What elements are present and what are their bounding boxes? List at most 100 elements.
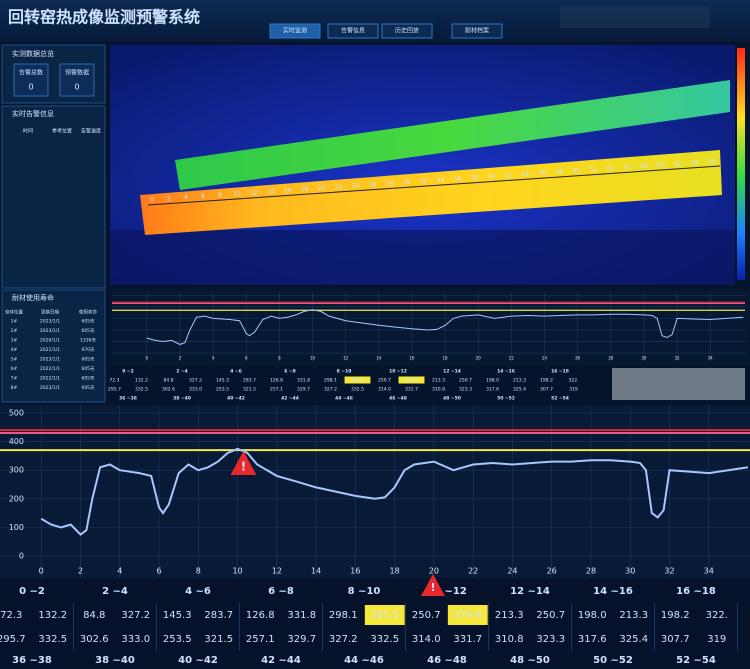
ruler-label: 48	[555, 169, 563, 176]
nav-tab-label[interactable]: 告警信息	[341, 27, 365, 35]
ruler	[147, 165, 721, 206]
table-cell: 198.0	[578, 610, 607, 621]
table-cell: 329.7	[297, 387, 310, 393]
ruler-label: 12	[250, 190, 258, 197]
y-tick-label: 500	[9, 409, 24, 418]
table-cell: 331.8	[287, 610, 316, 621]
lifetime-panel	[1, 289, 106, 403]
column-header: 参考位置	[52, 128, 72, 135]
table-footer: 48 ~50	[510, 655, 550, 666]
table-header: 14 ~16	[497, 369, 515, 375]
x-tick-label: 18	[443, 355, 449, 360]
table-footer: 38 ~40	[95, 655, 135, 666]
table-header: 0 ~2	[122, 369, 134, 375]
nav-tab-label[interactable]: 历史回放	[395, 27, 419, 35]
table-header: 8 ~10	[337, 369, 352, 375]
stat-value: 0	[74, 83, 79, 92]
table-header: 12 ~14	[443, 369, 461, 375]
table-cell: 6#	[11, 366, 18, 372]
panel-title: 耐材使用寿命	[12, 293, 54, 302]
table-cell: 2#	[11, 328, 18, 334]
table-cell: 605天	[81, 376, 95, 382]
table-footer: 40 ~42	[178, 655, 218, 666]
ruler-label: 56	[623, 164, 631, 171]
table-cell: 307.7	[661, 634, 690, 645]
table-footer: 50 ~52	[593, 655, 633, 666]
ruler-label: 42	[505, 172, 513, 179]
x-tick-label: 10	[232, 566, 242, 575]
x-tick-label: 12	[272, 566, 282, 575]
table-cell: 314.0	[412, 634, 441, 645]
x-tick-label: 26	[575, 355, 581, 360]
table-cell: 295.7	[108, 387, 121, 393]
table-cell: 257.1	[246, 634, 275, 645]
ruler-label: 30	[403, 179, 411, 186]
x-tick-label: 24	[507, 566, 517, 575]
column-header: 时间	[23, 128, 33, 135]
table-cell: 317.6	[578, 634, 607, 645]
x-tick-label: 26	[547, 566, 557, 575]
table-cell: 2020/1/1	[40, 338, 60, 344]
table-cell: 605天	[81, 385, 95, 391]
table-footer: 36 ~38	[119, 396, 137, 402]
ruler-label: 20	[318, 185, 326, 192]
table-cell: 295.7	[0, 634, 26, 645]
nav-tab[interactable]	[451, 23, 503, 39]
ruler-label: 0	[150, 197, 154, 204]
table-footer: 48 ~50	[443, 396, 461, 402]
table-cell: 213.3	[495, 610, 524, 621]
ruler-label: 18	[301, 186, 309, 193]
x-tick-label: 16	[350, 566, 360, 575]
table-cell: 250.7	[412, 610, 441, 621]
nav-tab[interactable]	[269, 23, 321, 39]
ruler-label: 28	[386, 180, 394, 187]
x-tick-label: 12	[343, 355, 349, 360]
x-tick-label: 16	[409, 355, 415, 360]
table-footer: 36 ~38	[12, 655, 52, 666]
table-header: 4 ~6	[185, 586, 211, 597]
nav-tab[interactable]	[381, 23, 433, 39]
nav-tab-label[interactable]: 耐材档案	[465, 27, 489, 35]
ruler-label: 46	[538, 170, 546, 177]
table-cell: 381.5	[351, 378, 364, 384]
table-cell: 605天	[81, 328, 95, 334]
y-tick-label: 200	[9, 494, 24, 503]
table-footer: 44 ~46	[344, 655, 384, 666]
table-header: 6 ~8	[284, 369, 296, 375]
table-header: 2 ~4	[102, 586, 128, 597]
stat-label: 告警总数	[19, 69, 43, 77]
table-cell: 250.7	[459, 378, 472, 384]
ruler-label: 44	[522, 171, 530, 178]
table-cell: 132.2	[38, 610, 67, 621]
x-tick-label: 34	[708, 355, 714, 360]
table-cell: 2023/1/1	[40, 357, 60, 363]
nav-tab-label[interactable]: 实时监测	[283, 27, 307, 35]
table-cell: 302.6	[162, 387, 175, 393]
table-cell: 332.5	[135, 387, 148, 393]
table-cell: 325.4	[619, 634, 648, 645]
column-header: 窑体位置	[5, 309, 23, 316]
table-header: 6 ~8	[268, 586, 294, 597]
table-header: 10 ~12	[427, 586, 467, 597]
cell-highlight	[344, 376, 371, 384]
temperature-line	[146, 309, 744, 345]
table-footer: 38 ~40	[173, 396, 191, 402]
table-cell: 379.8	[405, 378, 418, 384]
table-cell: 198.2	[540, 378, 553, 384]
table-cell: 333.0	[121, 634, 150, 645]
table-footer: 52 ~54	[676, 655, 716, 666]
table-cell: 1#	[11, 319, 18, 325]
nav-tab[interactable]	[327, 23, 379, 39]
panel-title: 实时告警信息	[12, 109, 54, 118]
table-cell: 3#	[11, 338, 18, 344]
table-cell: 213.3	[432, 378, 445, 384]
table-cell: 327.2	[329, 634, 358, 645]
ruler-label: 16	[284, 187, 292, 194]
ruler-label: 24	[352, 183, 360, 190]
table-cell: 314.0	[378, 387, 391, 393]
ruler-label: 60	[657, 162, 665, 169]
table-cell: 84.8	[83, 610, 105, 621]
table-header: 0 ~2	[19, 586, 45, 597]
table-cell: 7#	[11, 376, 18, 382]
upper-pipe	[175, 80, 730, 190]
